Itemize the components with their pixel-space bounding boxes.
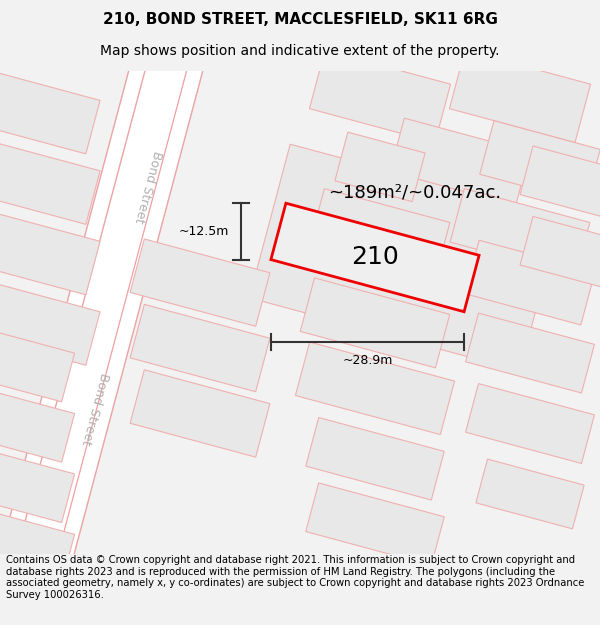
Polygon shape — [0, 210, 100, 295]
Text: Bond Street: Bond Street — [132, 149, 164, 224]
Polygon shape — [466, 384, 595, 464]
Polygon shape — [449, 51, 590, 142]
Polygon shape — [520, 216, 600, 289]
Polygon shape — [310, 51, 451, 142]
Text: Contains OS data © Crown copyright and database right 2021. This information is : Contains OS data © Crown copyright and d… — [6, 555, 584, 600]
Polygon shape — [0, 28, 210, 625]
Polygon shape — [476, 459, 584, 529]
Polygon shape — [466, 313, 595, 393]
Polygon shape — [306, 483, 444, 566]
Polygon shape — [271, 203, 479, 312]
Polygon shape — [0, 324, 74, 402]
Polygon shape — [465, 240, 595, 325]
Polygon shape — [0, 139, 100, 224]
Text: ~28.9m: ~28.9m — [343, 354, 392, 367]
Text: 210, BOND STREET, MACCLESFIELD, SK11 6RG: 210, BOND STREET, MACCLESFIELD, SK11 6RG — [103, 12, 497, 27]
Polygon shape — [450, 189, 590, 276]
Polygon shape — [0, 445, 74, 522]
Polygon shape — [310, 189, 450, 276]
Polygon shape — [0, 385, 74, 462]
Polygon shape — [300, 278, 450, 368]
Text: ~189m²/~0.047ac.: ~189m²/~0.047ac. — [328, 183, 502, 201]
Polygon shape — [520, 146, 600, 218]
Polygon shape — [0, 281, 100, 365]
Polygon shape — [390, 118, 530, 206]
Polygon shape — [295, 342, 455, 434]
Polygon shape — [130, 304, 270, 392]
Text: 210: 210 — [351, 246, 399, 269]
Text: Bond Street: Bond Street — [79, 371, 111, 446]
Text: ~12.5m: ~12.5m — [179, 225, 229, 238]
Polygon shape — [250, 144, 560, 371]
Polygon shape — [0, 506, 74, 583]
Polygon shape — [335, 132, 425, 202]
Polygon shape — [0, 0, 250, 608]
Polygon shape — [130, 239, 270, 326]
Polygon shape — [130, 370, 270, 457]
Polygon shape — [306, 418, 444, 500]
Polygon shape — [0, 69, 100, 154]
Polygon shape — [480, 121, 600, 203]
Text: Map shows position and indicative extent of the property.: Map shows position and indicative extent… — [100, 44, 500, 58]
